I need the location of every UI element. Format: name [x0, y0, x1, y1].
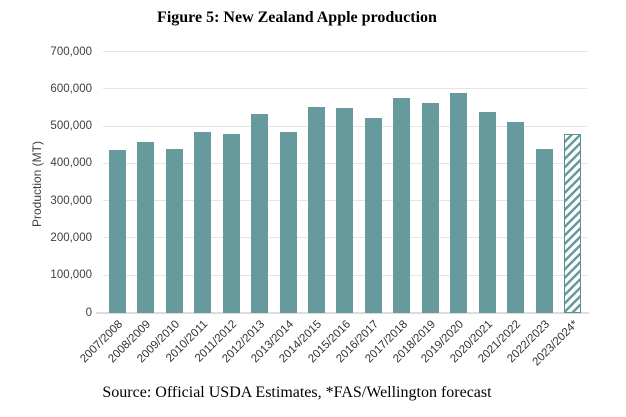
y-tick-label: 600,000 — [50, 82, 92, 95]
y-tick-label: 500,000 — [50, 119, 92, 132]
bar-cell: 2007/2008 — [78, 52, 131, 365]
source-caption: Source: Official USDA Estimates, *FAS/We… — [102, 384, 492, 401]
bar-2010-2011 — [194, 132, 212, 313]
y-tick-label: 100,000 — [50, 268, 92, 281]
y-tick-label: 0 — [85, 306, 92, 319]
bar-2009-2010 — [165, 148, 183, 313]
y-tick-label: 700,000 — [50, 45, 92, 58]
bar-cell: 2022/2023 — [505, 52, 558, 365]
y-tick-label: 400,000 — [50, 157, 92, 170]
bar-2017-2018 — [393, 98, 411, 313]
bar-2020-2021 — [478, 111, 496, 313]
y-tick-label: 300,000 — [50, 194, 92, 207]
bar-cell: 2009/2010 — [135, 52, 188, 365]
bar-cell: 2014/2015 — [277, 52, 330, 365]
bar-2019-2020 — [450, 92, 468, 313]
y-axis-ticks: 0 100,000 200,000 300,000 400,000 500,000 600,… — [0, 46, 92, 318]
bar-cell: 2008/2009 — [107, 52, 159, 365]
bar-2016-2017 — [364, 118, 382, 313]
bar-2022-2023 — [535, 148, 553, 313]
gridline — [103, 88, 587, 90]
bar-cell: 2021/2022 — [477, 52, 530, 365]
bar-cell: 2010/2011 — [164, 52, 216, 365]
bar-2008-2009 — [137, 142, 155, 313]
bar-cell: 2023/2024* — [530, 52, 587, 368]
gridline — [103, 51, 587, 52]
bar-cell: 2019/2020 — [420, 52, 473, 365]
plot-area: 2007/2008 2008/2009 2009/2010 2010/2011 2011… — [78, 51, 589, 368]
bar-cell: 2012/2013 — [220, 52, 273, 365]
bar-cell: 2015/2016 — [306, 52, 359, 365]
bar-series: 2007/2008 2008/2009 2009/2010 2010/2011 2011… — [78, 52, 587, 368]
bar-2013-2014 — [279, 132, 297, 313]
figure-title: Figure 5: New Zealand Apple production — [157, 9, 437, 26]
bar-2012-2013 — [251, 114, 269, 313]
bar-2015-2016 — [336, 107, 354, 313]
bar-cell: 2017/2018 — [363, 52, 416, 365]
bar-cell: 2013/2014 — [249, 52, 302, 365]
bar-cell: 2011/2012 — [193, 52, 245, 365]
bar-2018-2019 — [421, 103, 439, 313]
bar-2023-2024-forecast — [564, 134, 582, 313]
bar-cell: 2018/2019 — [391, 52, 444, 365]
bar-2021-2022 — [507, 121, 525, 313]
y-tick-label: 200,000 — [50, 231, 92, 244]
bar-2014-2015 — [308, 106, 326, 313]
bar-cell: 2020/2021 — [448, 52, 501, 365]
bar-cell: 2016/2017 — [334, 52, 387, 365]
bar-2011-2012 — [222, 134, 240, 313]
bar-2007-2008 — [108, 150, 126, 313]
x-axis-baseline — [96, 312, 589, 314]
